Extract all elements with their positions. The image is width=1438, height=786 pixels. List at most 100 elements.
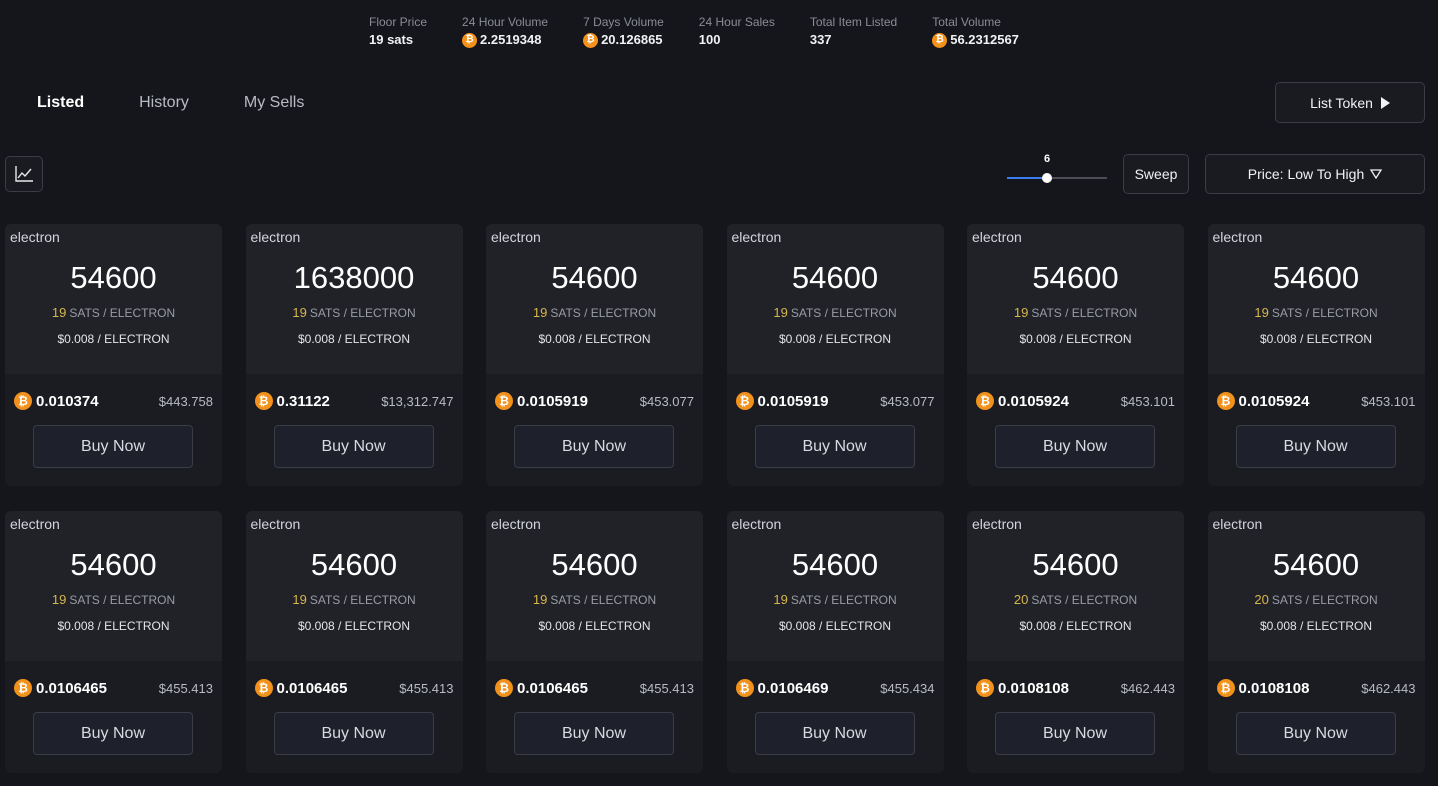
buy-now-button[interactable]: Buy Now bbox=[1235, 712, 1396, 755]
stat-value: 19 sats bbox=[369, 30, 427, 50]
token-name: electron bbox=[1212, 516, 1263, 532]
slider-thumb[interactable] bbox=[1042, 173, 1052, 183]
sats-rate-unit: SATS / ELECTRON bbox=[1271, 593, 1378, 607]
sats-rate-value: 19 bbox=[1254, 305, 1269, 320]
btc-price: ₿ 0.0108108 bbox=[1216, 679, 1310, 697]
usd-rate-unit: / ELECTRON bbox=[819, 332, 892, 346]
sats-rate-value: 19 bbox=[51, 305, 67, 320]
buy-now-button[interactable]: Buy Now bbox=[754, 425, 915, 468]
usd-rate: $0.008 / ELECTRON bbox=[486, 619, 703, 633]
buy-now-button[interactable]: Buy Now bbox=[995, 712, 1155, 755]
sats-rate: 19 SATS / ELECTRON bbox=[486, 592, 703, 607]
usd-rate-value: $0.008 bbox=[538, 332, 576, 346]
usd-rate-unit: / ELECTRON bbox=[819, 619, 892, 633]
stat-value-text: 56.2312567 bbox=[950, 32, 1019, 47]
btc-price-value: 0.0106465 bbox=[36, 679, 107, 697]
buy-now-button[interactable]: Buy Now bbox=[514, 425, 674, 468]
tab-my-sells[interactable]: My Sells bbox=[243, 94, 305, 111]
stat-label: Total Item Listed bbox=[809, 15, 898, 29]
usd-rate-value: $0.008 bbox=[1259, 619, 1297, 633]
listing-card: electron 54600 19 SATS / ELECTRON $0.008 / E… bbox=[5, 224, 222, 486]
usd-rate-value: $0.008 bbox=[297, 332, 335, 346]
usd-rate-unit: / ELECTRON bbox=[1059, 619, 1132, 633]
stat-value: 100 bbox=[699, 30, 775, 50]
buy-now-button[interactable]: Buy Now bbox=[754, 712, 915, 755]
sats-rate: 19 SATS / ELECTRON bbox=[486, 305, 703, 320]
buy-now-button[interactable]: Buy Now bbox=[273, 425, 434, 468]
token-name: electron bbox=[10, 229, 60, 245]
sats-rate-unit: SATS / ELECTRON bbox=[1271, 306, 1378, 320]
usd-rate-value: $0.008 bbox=[1019, 332, 1057, 346]
usd-rate-unit: / ELECTRON bbox=[97, 619, 170, 633]
sats-rate-value: 19 bbox=[51, 592, 67, 607]
token-name: electron bbox=[731, 516, 782, 532]
tab-history[interactable]: History bbox=[139, 94, 189, 111]
usd-rate-unit: / ELECTRON bbox=[1300, 619, 1373, 633]
list-token-button[interactable]: List Token bbox=[1275, 82, 1425, 123]
sweep-button[interactable]: Sweep bbox=[1123, 154, 1189, 194]
buy-now-button[interactable]: Buy Now bbox=[33, 712, 193, 755]
token-name: electron bbox=[972, 229, 1022, 245]
sats-rate: 19 SATS / ELECTRON bbox=[246, 305, 463, 320]
tab-listed[interactable]: Listed bbox=[37, 94, 85, 111]
usd-rate-value: $0.008 bbox=[297, 619, 335, 633]
token-amount: 54600 bbox=[1032, 547, 1119, 582]
sats-rate-unit: SATS / ELECTRON bbox=[550, 306, 657, 320]
token-name: electron bbox=[1212, 229, 1263, 245]
btc-price-value: 0.010374 bbox=[36, 392, 99, 410]
buy-now-button[interactable]: Buy Now bbox=[33, 425, 193, 468]
token-amount: 54600 bbox=[70, 547, 157, 582]
buy-now-button[interactable]: Buy Now bbox=[514, 712, 674, 755]
usd-rate-value: $0.008 bbox=[1019, 619, 1057, 633]
price-row: ₿ 0.0108108 $462.443 bbox=[1216, 679, 1416, 697]
buy-now-button[interactable]: Buy Now bbox=[273, 712, 434, 755]
slider-fill bbox=[1007, 177, 1047, 179]
token-name: electron bbox=[250, 516, 301, 532]
btc-price-value: 0.0105919 bbox=[517, 392, 588, 410]
bitcoin-icon: ₿ bbox=[495, 392, 513, 410]
token-amount: 54600 bbox=[551, 260, 638, 295]
usd-rate: $0.008 / ELECTRON bbox=[727, 332, 944, 346]
sats-rate-unit: SATS / ELECTRON bbox=[69, 593, 176, 607]
sweep-count-slider[interactable]: 6 bbox=[1007, 152, 1107, 186]
buy-now-button[interactable]: Buy Now bbox=[1235, 425, 1396, 468]
stat-label: Floor Price bbox=[369, 15, 428, 29]
usd-price: $453.101 bbox=[1361, 393, 1416, 409]
sats-rate-value: 19 bbox=[532, 592, 548, 607]
token-amount: 54600 bbox=[551, 547, 638, 582]
collection-stats: Floor Price 19 sats 24 Hour Volume ₿ 2.25193… bbox=[369, 14, 1054, 50]
sort-dropdown[interactable]: Price: Low To High bbox=[1205, 154, 1425, 194]
bitcoin-icon: ₿ bbox=[976, 679, 994, 697]
usd-rate: $0.008 / ELECTRON bbox=[246, 619, 463, 633]
sats-rate: 20 SATS / ELECTRON bbox=[1208, 592, 1425, 607]
usd-rate-unit: / ELECTRON bbox=[578, 332, 651, 346]
token-amount: 54600 bbox=[1032, 260, 1119, 295]
token-amount: 54600 bbox=[1272, 260, 1360, 295]
btc-price: ₿ 0.0108108 bbox=[976, 679, 1069, 697]
token-name: electron bbox=[10, 516, 60, 532]
chevron-down-icon bbox=[1370, 169, 1383, 179]
chart-toggle-button[interactable] bbox=[5, 156, 43, 192]
bitcoin-icon: ₿ bbox=[462, 32, 478, 48]
usd-price: $455.434 bbox=[880, 680, 935, 696]
usd-rate: $0.008 / ELECTRON bbox=[1208, 619, 1425, 633]
usd-rate-value: $0.008 bbox=[57, 332, 95, 346]
buy-now-button[interactable]: Buy Now bbox=[995, 425, 1155, 468]
bitcoin-icon: ₿ bbox=[254, 679, 273, 697]
sort-label: Price: Low To High bbox=[1247, 166, 1365, 182]
card-header-area bbox=[726, 511, 944, 661]
usd-price: $453.101 bbox=[1120, 393, 1175, 409]
stat-label: 24 Hour Sales bbox=[698, 15, 775, 29]
usd-rate: $0.008 / ELECTRON bbox=[486, 332, 703, 346]
price-row: ₿ 0.0106469 $455.434 bbox=[735, 679, 935, 697]
tab-bar: Listed History My Sells bbox=[37, 92, 359, 114]
price-row: ₿ 0.0105924 $453.101 bbox=[1216, 392, 1416, 410]
btc-price-value: 0.0108108 bbox=[1238, 679, 1310, 697]
usd-rate: $0.008 / ELECTRON bbox=[246, 332, 463, 346]
price-row: ₿ 0.010374 $443.758 bbox=[14, 392, 213, 410]
sats-rate-value: 19 bbox=[773, 305, 788, 320]
listing-grid: electron 54600 19 SATS / ELECTRON $0.008 / E… bbox=[5, 224, 1425, 773]
stat-value: ₿ 56.2312567 bbox=[932, 30, 1019, 50]
sats-rate-unit: SATS / ELECTRON bbox=[1031, 306, 1138, 320]
stat-value-text: 20.126865 bbox=[601, 32, 663, 47]
